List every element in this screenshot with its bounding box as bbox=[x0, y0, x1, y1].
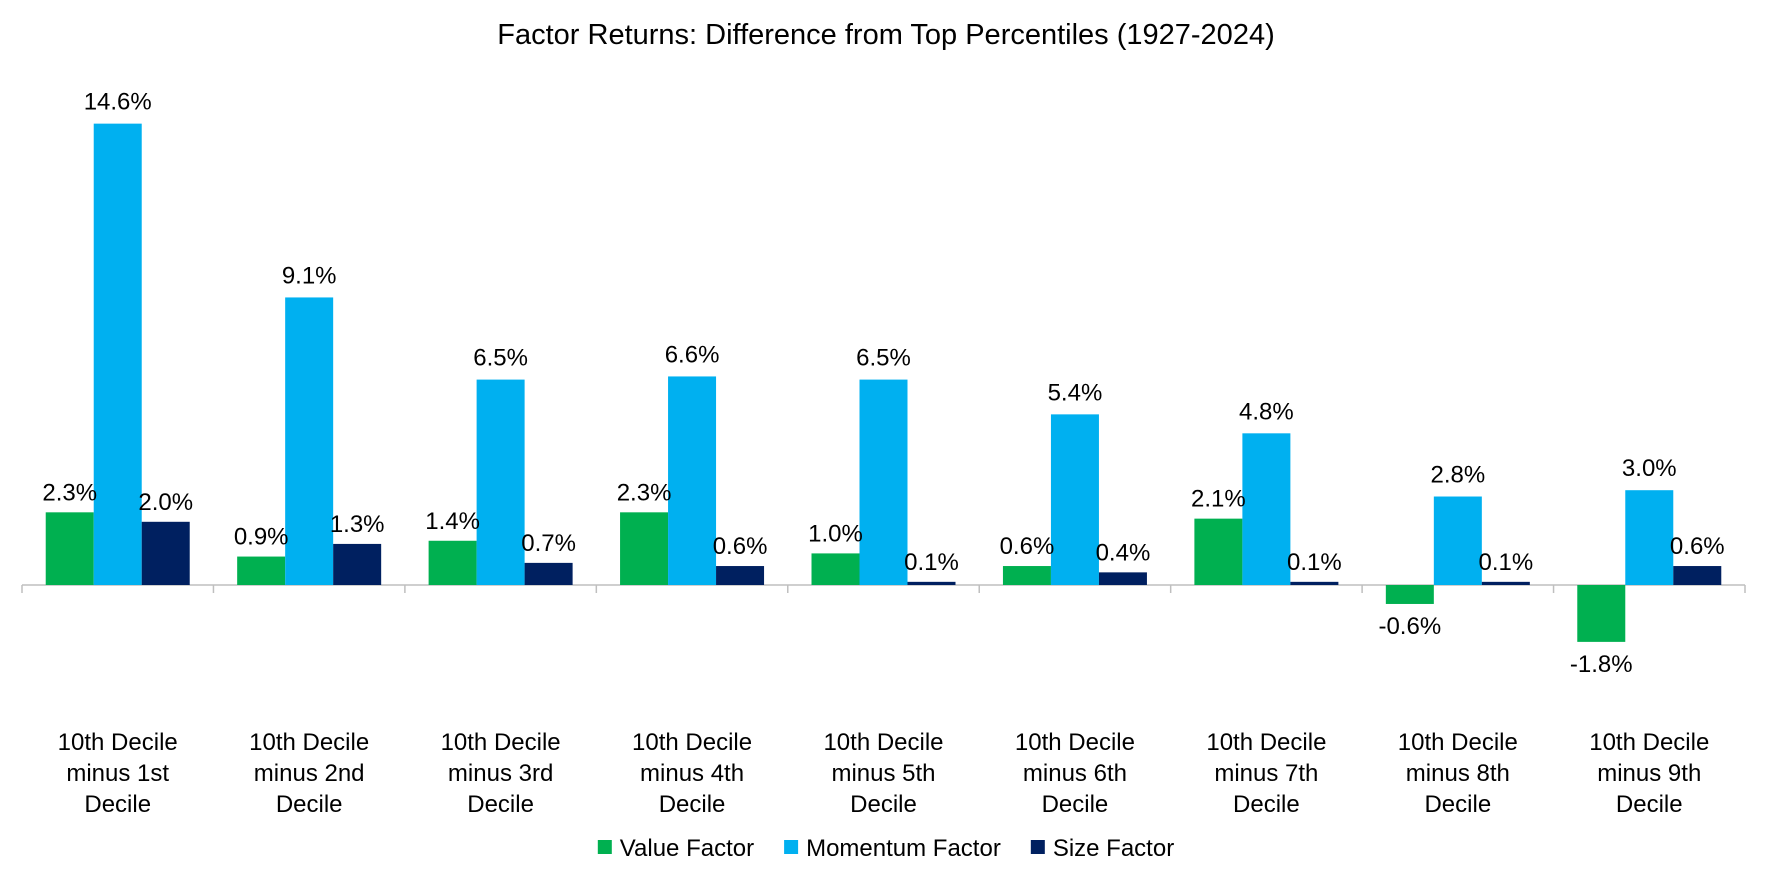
data-label: 1.3% bbox=[330, 511, 385, 538]
data-label: 2.0% bbox=[138, 489, 193, 516]
bar bbox=[716, 566, 765, 585]
data-labels: 2.3% 0.9% 1.4% 2.3% 1.0% 0.6% 2.1% -0.6% -1.8% 14… bbox=[42, 89, 1724, 678]
bar bbox=[1433, 496, 1482, 585]
bar bbox=[428, 540, 477, 585]
data-label: 0.1% bbox=[1478, 549, 1533, 576]
legend-label: Size Factor bbox=[1053, 835, 1174, 862]
tick-label: 10th Decile minus 4th Decile bbox=[632, 729, 752, 818]
bar bbox=[45, 512, 94, 585]
data-label: 2.3% bbox=[42, 479, 97, 506]
bar bbox=[1290, 581, 1339, 585]
data-label: 0.6% bbox=[713, 533, 768, 560]
tick-label: 10th Decile minus 9th Decile bbox=[1589, 729, 1709, 818]
bar bbox=[1194, 518, 1243, 585]
legend: Value Factor Momentum Factor Size Factor bbox=[597, 835, 1174, 862]
bar bbox=[1673, 566, 1722, 585]
bars bbox=[45, 123, 1722, 642]
data-label: 14.6% bbox=[84, 89, 152, 116]
chart-title: Factor Returns: Difference from Top Perc… bbox=[497, 19, 1274, 51]
data-label: 1.4% bbox=[425, 508, 480, 535]
bar bbox=[907, 581, 956, 585]
tick-label: 10th Decile minus 7th Decile bbox=[1206, 729, 1326, 818]
tick-label: 10th Decile minus 5th Decile bbox=[823, 729, 943, 818]
data-label: -1.8% bbox=[1570, 651, 1633, 678]
data-label: 0.6% bbox=[1000, 533, 1055, 560]
legend-swatch bbox=[597, 840, 612, 854]
data-label: 1.0% bbox=[808, 520, 863, 547]
bar bbox=[141, 521, 190, 585]
bar bbox=[1050, 414, 1099, 585]
data-label: 4.8% bbox=[1239, 398, 1294, 425]
bar bbox=[1481, 581, 1530, 585]
data-label: 2.3% bbox=[617, 479, 672, 506]
bar bbox=[524, 562, 573, 585]
bar bbox=[1625, 490, 1674, 585]
legend-label: Value Factor bbox=[620, 835, 754, 862]
data-label: 0.9% bbox=[234, 524, 289, 551]
data-label: 0.4% bbox=[1096, 539, 1151, 566]
bar bbox=[476, 379, 525, 585]
data-label: 6.6% bbox=[665, 341, 720, 368]
tick-label: 10th Decile minus 8th Decile bbox=[1398, 729, 1518, 818]
tick-label: 10th Decile minus 1st Decile bbox=[58, 729, 178, 818]
tick-label: 10th Decile minus 2nd Decile bbox=[249, 729, 369, 818]
data-label: 2.1% bbox=[1191, 486, 1246, 513]
data-label: 3.0% bbox=[1622, 455, 1677, 482]
data-label: 0.6% bbox=[1670, 533, 1725, 560]
bar bbox=[1577, 585, 1626, 642]
bar bbox=[1002, 566, 1051, 585]
tick-label: 10th Decile minus 6th Decile bbox=[1015, 729, 1135, 818]
data-label: 2.8% bbox=[1430, 462, 1485, 489]
data-label: 9.1% bbox=[282, 262, 337, 289]
data-label: 0.1% bbox=[1287, 549, 1342, 576]
bar bbox=[93, 123, 142, 585]
legend-label: Momentum Factor bbox=[806, 835, 1001, 862]
data-label: 6.5% bbox=[473, 345, 528, 372]
bar bbox=[237, 556, 286, 585]
legend-swatch bbox=[784, 840, 799, 854]
category-labels: 10th Decile minus 1st Decile 10th Decile min… bbox=[58, 729, 1710, 818]
data-label: -0.6% bbox=[1378, 613, 1441, 640]
legend-swatch bbox=[1030, 840, 1045, 854]
bar bbox=[1098, 572, 1147, 585]
bar bbox=[811, 553, 860, 585]
bar bbox=[620, 512, 669, 585]
bar bbox=[668, 376, 717, 585]
data-label: 0.1% bbox=[904, 549, 959, 576]
data-label: 6.5% bbox=[856, 345, 911, 372]
data-label: 5.4% bbox=[1048, 379, 1103, 406]
x-axis bbox=[21, 584, 1746, 593]
bar bbox=[1385, 585, 1434, 604]
bar bbox=[859, 379, 908, 585]
bar bbox=[333, 543, 382, 585]
bar bbox=[285, 297, 334, 585]
data-label: 0.7% bbox=[521, 530, 576, 557]
tick-label: 10th Decile minus 3rd Decile bbox=[441, 729, 561, 818]
bar bbox=[1242, 433, 1291, 585]
